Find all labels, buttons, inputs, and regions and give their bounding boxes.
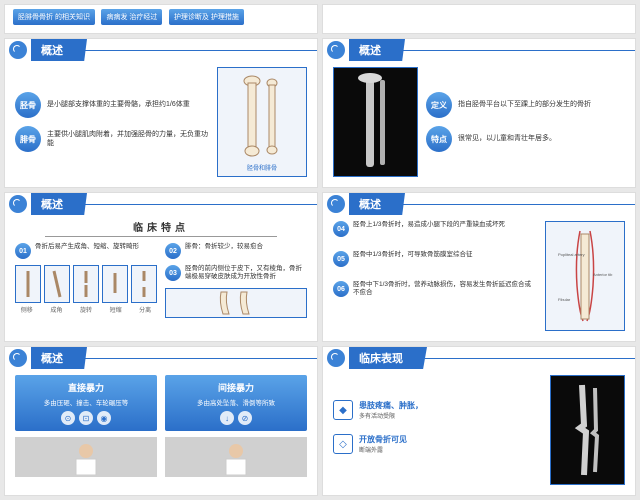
slide-title: 概述 <box>349 193 405 215</box>
xray-image <box>333 67 418 177</box>
num-02: 02 <box>165 243 181 259</box>
bone-svg <box>232 73 292 163</box>
svg-text:Fibular: Fibular <box>558 297 571 302</box>
slide-title: 概述 <box>31 193 87 215</box>
top-slide-right <box>322 4 636 34</box>
medical-icon <box>327 195 345 213</box>
slide-overview-1: 概述 胫骨 是小腿部支撑体重的主要骨骼，承担约1/6体重 腓骨 主要供小腿肌肉附… <box>4 38 318 188</box>
slide-clinical-1: 概述 临床特点 01 骨折后易产生成角、短缩、旋转畸形 侧移成角旋转短缩分离 0… <box>4 192 318 342</box>
num-01: 01 <box>15 243 31 259</box>
fracture-icon: ◇ <box>333 434 353 454</box>
slide-presentation: 临床表现 ◆ 患肢疼痛、肿胀， 多有活动受限 ◇ 开放骨折可见 断端外露 <box>322 346 636 496</box>
bone-anatomy-image: 胫骨和腓骨 <box>217 67 307 177</box>
num-04: 04 <box>333 221 349 237</box>
slide-title: 概述 <box>349 39 405 61</box>
slide-causes: 概述 直接暴力 多由压砸、撞击、车轮碾压等 ⊙ ⊡ ◉ 间接暴力 多由高处坠落、… <box>4 346 318 496</box>
definition-text: 指自胫骨平台以下至踝上的部分发生的骨折 <box>458 100 591 109</box>
num-05: 05 <box>333 251 349 267</box>
badge-definition: 定义 <box>426 92 452 118</box>
doctor-photo-1 <box>15 437 157 477</box>
slide-title: 概述 <box>31 39 87 61</box>
tibia-text: 是小腿部支撑体重的主要骨骼，承担约1/6体重 <box>47 100 190 109</box>
svg-text:Anterior tib: Anterior tib <box>593 272 613 277</box>
badge-feature: 特点 <box>426 126 452 152</box>
xray-fracture-image <box>550 375 625 485</box>
badge-fibula: 腓骨 <box>15 126 41 152</box>
topic-box-2: 病病发 治疗经过 <box>101 9 162 25</box>
slip-icon: ⊘ <box>238 411 252 425</box>
medical-icon <box>327 41 345 59</box>
fibula-text: 主要供小腿肌肉附着，并加强胫骨的力量，无负重功能 <box>47 130 209 148</box>
doctor-photo-2 <box>165 437 307 477</box>
crush-icon: ⊡ <box>79 411 93 425</box>
subheader: 临床特点 <box>5 219 317 234</box>
slide-overview-2: 概述 定义 指自胫骨平台以下至踝上的部分发生的骨折 特点 很常见，以儿童和青壮年… <box>322 38 636 188</box>
svg-text:Popliteal artery: Popliteal artery <box>558 252 585 257</box>
num-03: 03 <box>165 265 181 281</box>
slide-title: 概述 <box>31 347 87 369</box>
medical-icon <box>9 41 27 59</box>
slide-title: 临床表现 <box>349 347 427 369</box>
badge-tibia: 胫骨 <box>15 92 41 118</box>
card-indirect-force: 间接暴力 多由高处坠落、滑倒等所致 ↓ ⊘ <box>165 375 307 431</box>
medical-icon <box>327 349 345 367</box>
num-06: 06 <box>333 281 349 297</box>
medical-icon <box>9 349 27 367</box>
vascular-anatomy-image: Popliteal artery Anterior tib Fibular <box>545 221 625 331</box>
wheel-icon: ◉ <box>97 411 111 425</box>
medical-icon <box>9 195 27 213</box>
card-direct-force: 直接暴力 多由压砸、撞击、车轮碾压等 ⊙ ⊡ ◉ <box>15 375 157 431</box>
slide-clinical-2: 概述 04 胫骨上1/3骨折时，易造成小腿下段的严重缺血或坏死 05 胫骨中1/… <box>322 192 636 342</box>
top-row: 胫腓骨骨折 的相关知识 病病发 治疗经过 护理诊断及 护理措施 <box>4 4 636 34</box>
feature-text: 很常见，以儿童和青壮年居多。 <box>458 134 556 143</box>
topic-box-1: 胫腓骨骨折 的相关知识 <box>13 9 95 25</box>
topic-box-3: 护理诊断及 护理措施 <box>169 9 244 25</box>
deformity-labels: 侧移成角旋转短缩分离 <box>15 305 157 314</box>
fall-icon: ↓ <box>220 411 234 425</box>
pain-icon: ◆ <box>333 400 353 420</box>
top-slide-left: 胫腓骨骨折 的相关知识 病病发 治疗经过 护理诊断及 护理措施 <box>4 4 318 34</box>
impact-icon: ⊙ <box>61 411 75 425</box>
